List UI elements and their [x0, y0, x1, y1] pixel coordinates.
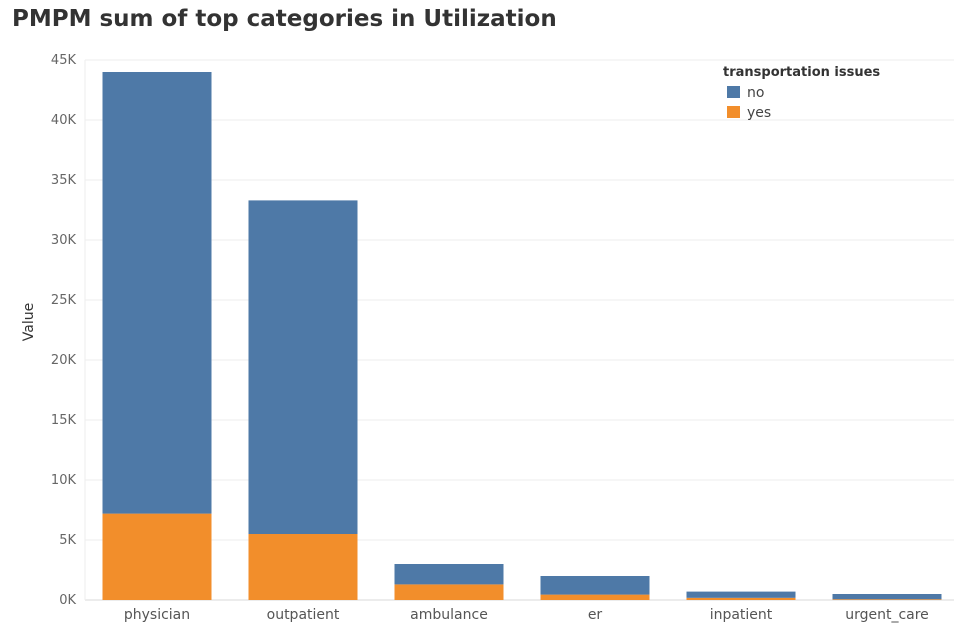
y-tick-label: 20K — [51, 353, 77, 368]
x-ticks: physician outpatient ambulance er inpatient u… — [124, 607, 929, 623]
bar-outpatient-no[interactable] — [248, 200, 358, 534]
bar-er-yes[interactable] — [540, 594, 650, 600]
x-tick-label: outpatient — [267, 607, 340, 623]
y-tick-label: 5K — [59, 533, 76, 548]
bar-urgent_care-yes[interactable] — [832, 599, 942, 600]
legend-title: transportation issues — [723, 65, 880, 80]
x-tick-label: urgent_care — [845, 607, 929, 623]
y-tick-label: 30K — [51, 233, 77, 248]
x-tick-label: physician — [124, 607, 190, 623]
x-tick-label: er — [588, 607, 603, 623]
bar-ambulance-no[interactable] — [394, 564, 504, 585]
y-tick-label: 0K — [59, 593, 76, 608]
bar-physician-yes[interactable] — [102, 513, 212, 600]
bar-inpatient-no[interactable] — [686, 591, 796, 598]
legend-swatch-no — [727, 86, 740, 98]
y-tick-label: 25K — [51, 293, 77, 308]
bar-physician-no[interactable] — [102, 72, 212, 514]
chart-title: PMPM sum of top categories in Utilizatio… — [12, 6, 557, 32]
grid-layer — [84, 59, 954, 601]
bar-outpatient-yes[interactable] — [248, 534, 358, 600]
y-tick-label: 40K — [51, 113, 77, 128]
y-ticks: 0K 5K 10K 15K 20K 25K 30K 35K 40K 45K — [51, 53, 77, 608]
bar-urgent_care-no[interactable] — [832, 594, 942, 600]
bars-layer — [102, 72, 942, 600]
legend-label-no: no — [747, 85, 764, 101]
y-tick-label: 15K — [51, 413, 77, 428]
y-tick-label: 45K — [51, 53, 77, 68]
legend-label-yes: yes — [747, 105, 771, 121]
y-tick-label: 10K — [51, 473, 77, 488]
x-tick-label: ambulance — [410, 607, 488, 623]
legend-swatch-yes — [727, 106, 740, 118]
bar-inpatient-yes[interactable] — [686, 597, 796, 600]
x-tick-label: inpatient — [710, 607, 773, 623]
bar-er-no[interactable] — [540, 576, 650, 595]
y-tick-label: 35K — [51, 173, 77, 188]
legend[interactable]: transportation issues no yes — [723, 65, 880, 121]
bar-ambulance-yes[interactable] — [394, 584, 504, 600]
y-axis-title: Value — [21, 303, 37, 341]
